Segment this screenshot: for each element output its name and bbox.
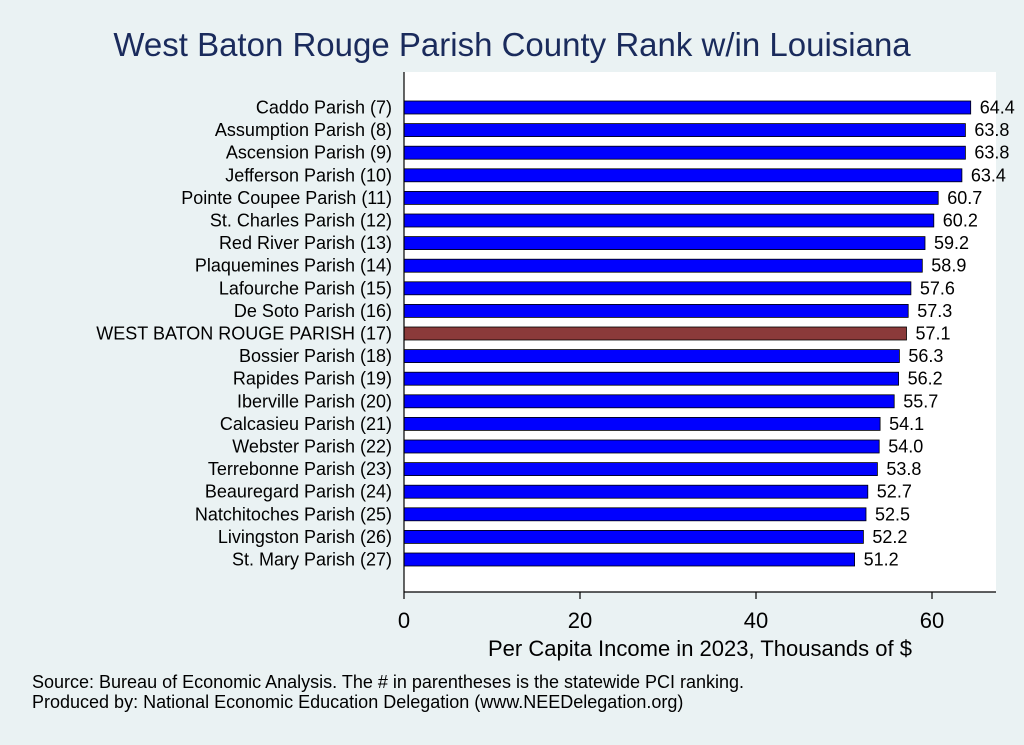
bar xyxy=(403,349,900,364)
value-label: 51.2 xyxy=(864,550,899,570)
bar xyxy=(403,236,926,251)
category-label: Terrebonne Parish (23) xyxy=(208,459,392,479)
bar xyxy=(403,145,966,160)
category-label: Jefferson Parish (10) xyxy=(225,165,392,185)
bar xyxy=(403,281,912,296)
value-label: 63.4 xyxy=(971,165,1006,185)
x-tick-label: 40 xyxy=(744,608,768,633)
value-label: 57.6 xyxy=(920,278,955,298)
value-label: 64.4 xyxy=(980,98,1015,118)
bar xyxy=(403,303,909,318)
category-label: Red River Parish (13) xyxy=(219,233,392,253)
category-label: Assumption Parish (8) xyxy=(215,120,392,140)
bar xyxy=(403,371,900,386)
x-tick-label: 20 xyxy=(568,608,592,633)
bar xyxy=(403,484,869,499)
producer-note: Produced by: National Economic Education… xyxy=(32,692,684,712)
value-label: 52.5 xyxy=(875,504,910,524)
value-label: 56.2 xyxy=(908,369,943,389)
category-label: Webster Parish (22) xyxy=(232,437,392,457)
value-label: 55.7 xyxy=(903,391,938,411)
value-label: 57.1 xyxy=(916,324,951,344)
source-note: Source: Bureau of Economic Analysis. The… xyxy=(32,672,745,692)
category-label: Beauregard Parish (24) xyxy=(205,482,392,502)
category-label: Livingston Parish (26) xyxy=(218,527,392,547)
x-tick-label: 0 xyxy=(398,608,410,633)
bar xyxy=(403,190,939,205)
value-label: 63.8 xyxy=(974,143,1009,163)
category-label: WEST BATON ROUGE PARISH (17) xyxy=(96,324,392,344)
bar xyxy=(403,416,881,431)
value-label: 60.7 xyxy=(947,188,982,208)
category-label: Caddo Parish (7) xyxy=(256,98,392,118)
category-label: Pointe Coupee Parish (11) xyxy=(181,188,392,208)
highlight-bar xyxy=(403,326,907,341)
bar xyxy=(403,530,864,544)
x-axis-title: Per Capita Income in 2023, Thousands of … xyxy=(488,636,912,661)
bar xyxy=(403,462,878,477)
value-label: 58.9 xyxy=(931,256,966,276)
value-label: 53.8 xyxy=(886,459,921,479)
bar xyxy=(403,168,963,183)
bar xyxy=(403,552,856,567)
value-label: 54.1 xyxy=(889,414,924,434)
x-tick-label: 60 xyxy=(920,608,944,633)
value-label: 56.3 xyxy=(908,346,943,366)
bar xyxy=(403,123,966,137)
category-label: Rapides Parish (19) xyxy=(233,369,392,389)
category-label: St. Mary Parish (27) xyxy=(232,550,392,570)
value-label: 60.2 xyxy=(943,211,978,231)
value-label: 57.3 xyxy=(917,301,952,321)
bar xyxy=(403,507,867,522)
category-label: St. Charles Parish (12) xyxy=(210,211,392,231)
value-label: 59.2 xyxy=(934,233,969,253)
chart-title: West Baton Rouge Parish County Rank w/in… xyxy=(113,26,911,63)
value-label: 63.8 xyxy=(974,120,1009,140)
category-label: De Soto Parish (16) xyxy=(234,301,392,321)
category-label: Lafourche Parish (15) xyxy=(219,278,392,298)
category-label: Natchitoches Parish (25) xyxy=(195,504,392,524)
bar xyxy=(403,394,895,409)
category-label: Bossier Parish (18) xyxy=(239,346,392,366)
category-label: Iberville Parish (20) xyxy=(237,391,392,411)
value-label: 54.0 xyxy=(888,437,923,457)
value-label: 52.7 xyxy=(877,482,912,502)
category-label: Ascension Parish (9) xyxy=(226,143,392,163)
value-label: 52.2 xyxy=(872,527,907,547)
bar xyxy=(403,439,880,454)
category-label: Plaquemines Parish (14) xyxy=(195,256,392,276)
bar xyxy=(403,213,935,228)
category-label: Calcasieu Parish (21) xyxy=(220,414,392,434)
bar xyxy=(403,258,923,273)
bar xyxy=(403,100,972,115)
